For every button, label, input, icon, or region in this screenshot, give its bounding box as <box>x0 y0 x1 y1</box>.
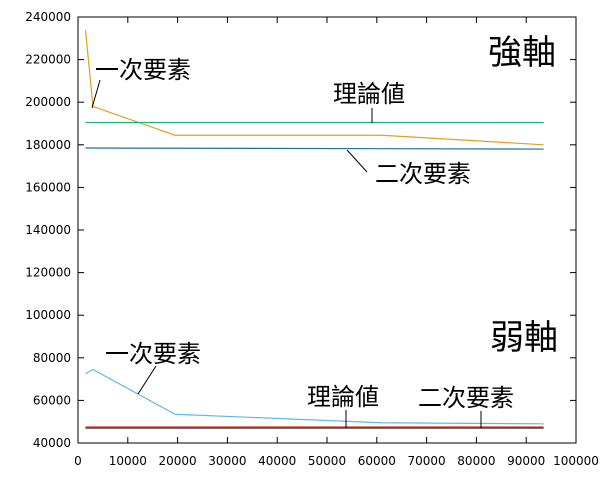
annotation-strong-theory: 理論値 <box>333 80 405 108</box>
x-tick-label: 0 <box>74 454 82 468</box>
annotation-weak-theory: 理論値 <box>307 383 379 411</box>
y-tick-label: 200000 <box>25 95 71 109</box>
y-tick-label: 60000 <box>33 393 71 407</box>
annotation-strong-first-order: 一次要素 <box>95 56 191 84</box>
x-tick-label: 30000 <box>208 454 246 468</box>
y-tick-label: 80000 <box>33 351 71 365</box>
x-tick-label: 50000 <box>308 454 346 468</box>
x-tick-label: 100000 <box>553 454 599 468</box>
x-tick-label: 70000 <box>408 454 446 468</box>
y-tick-label: 100000 <box>25 308 71 322</box>
series-line-4 <box>85 368 544 425</box>
y-tick-label: 180000 <box>25 138 71 152</box>
annotation-strong-second-order: 二次要素 <box>375 160 471 188</box>
annotation-weak-first-order: 一次要素 <box>105 340 201 368</box>
x-tick-label: 60000 <box>358 454 396 468</box>
x-tick-label: 40000 <box>258 454 296 468</box>
annotation-lines <box>91 79 482 428</box>
y-tick-label: 140000 <box>25 223 71 237</box>
series-line-1 <box>84 29 544 146</box>
x-tick-label: 20000 <box>159 454 197 468</box>
x-tick-label: 80000 <box>457 454 495 468</box>
series-group <box>84 29 544 429</box>
y-tick-label: 120000 <box>25 266 71 280</box>
series-line-3 <box>85 147 544 150</box>
leader-weak-first-order <box>137 365 157 395</box>
y-tick-label: 40000 <box>33 436 71 450</box>
x-tick-label: 90000 <box>507 454 545 468</box>
y-tick-label: 220000 <box>25 53 71 67</box>
y-tick-label: 240000 <box>25 10 71 24</box>
x-tick-label: 10000 <box>109 454 147 468</box>
axes-group: 0 10000 20000 30000 40000 50000 60000 70000 8000… <box>25 10 599 468</box>
leader-strong-second-order <box>346 149 368 173</box>
annotation-strong-axis: 強軸 <box>488 33 556 73</box>
annotation-weak-second-order: 二次要素 <box>418 384 514 412</box>
annotation-weak-axis: 弱軸 <box>490 318 558 358</box>
y-tick-label: 160000 <box>25 180 71 194</box>
leader-strong-first-order <box>91 79 101 109</box>
